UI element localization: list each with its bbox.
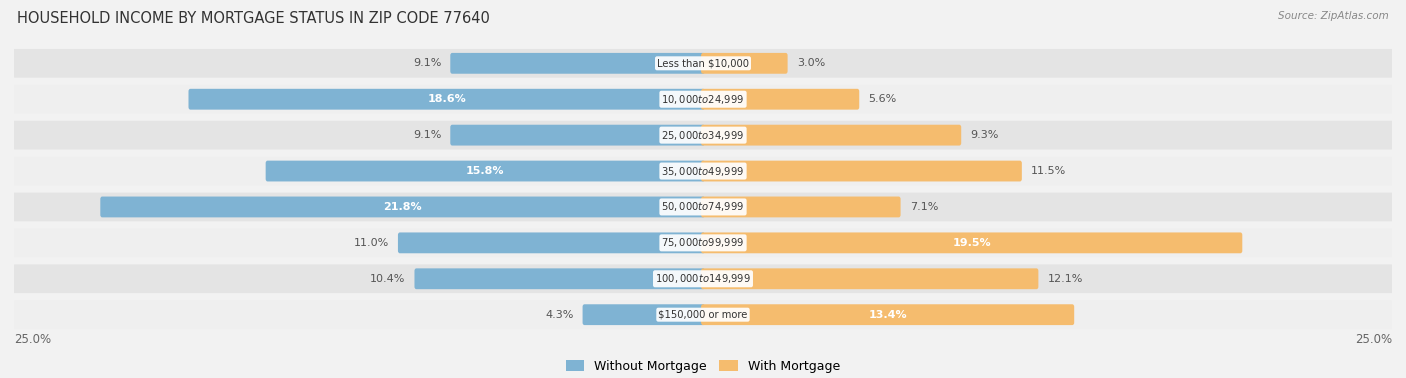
FancyBboxPatch shape xyxy=(702,197,901,217)
FancyBboxPatch shape xyxy=(702,125,962,146)
FancyBboxPatch shape xyxy=(702,161,1022,181)
Text: 21.8%: 21.8% xyxy=(384,202,422,212)
Text: $50,000 to $74,999: $50,000 to $74,999 xyxy=(661,200,745,214)
Text: $25,000 to $34,999: $25,000 to $34,999 xyxy=(661,129,745,142)
FancyBboxPatch shape xyxy=(702,89,859,110)
Text: 9.1%: 9.1% xyxy=(413,130,441,140)
FancyBboxPatch shape xyxy=(14,228,1392,257)
FancyBboxPatch shape xyxy=(415,268,704,289)
FancyBboxPatch shape xyxy=(14,85,1392,113)
Legend: Without Mortgage, With Mortgage: Without Mortgage, With Mortgage xyxy=(561,355,845,378)
Text: 12.1%: 12.1% xyxy=(1047,274,1083,284)
Text: Less than $10,000: Less than $10,000 xyxy=(657,58,749,68)
Text: 15.8%: 15.8% xyxy=(465,166,505,176)
FancyBboxPatch shape xyxy=(14,192,1392,221)
Text: 10.4%: 10.4% xyxy=(370,274,405,284)
FancyBboxPatch shape xyxy=(100,197,704,217)
FancyBboxPatch shape xyxy=(582,304,704,325)
Text: $35,000 to $49,999: $35,000 to $49,999 xyxy=(661,164,745,178)
FancyBboxPatch shape xyxy=(14,300,1392,329)
Text: $150,000 or more: $150,000 or more xyxy=(658,310,748,320)
FancyBboxPatch shape xyxy=(450,125,704,146)
Text: 25.0%: 25.0% xyxy=(1355,333,1392,345)
FancyBboxPatch shape xyxy=(14,156,1392,186)
FancyBboxPatch shape xyxy=(14,49,1392,78)
Text: 25.0%: 25.0% xyxy=(14,333,51,345)
Text: $75,000 to $99,999: $75,000 to $99,999 xyxy=(661,236,745,249)
FancyBboxPatch shape xyxy=(398,232,704,253)
Text: 18.6%: 18.6% xyxy=(427,94,467,104)
Text: 19.5%: 19.5% xyxy=(952,238,991,248)
Text: 7.1%: 7.1% xyxy=(910,202,938,212)
FancyBboxPatch shape xyxy=(266,161,704,181)
Text: 3.0%: 3.0% xyxy=(797,58,825,68)
FancyBboxPatch shape xyxy=(450,53,704,74)
FancyBboxPatch shape xyxy=(14,265,1392,293)
Text: 9.3%: 9.3% xyxy=(970,130,998,140)
Text: $10,000 to $24,999: $10,000 to $24,999 xyxy=(661,93,745,106)
Text: 9.1%: 9.1% xyxy=(413,58,441,68)
FancyBboxPatch shape xyxy=(702,53,787,74)
FancyBboxPatch shape xyxy=(14,121,1392,150)
Text: 11.0%: 11.0% xyxy=(353,238,389,248)
Text: 13.4%: 13.4% xyxy=(869,310,907,320)
Text: 5.6%: 5.6% xyxy=(869,94,897,104)
FancyBboxPatch shape xyxy=(188,89,704,110)
Text: $100,000 to $149,999: $100,000 to $149,999 xyxy=(655,272,751,285)
Text: Source: ZipAtlas.com: Source: ZipAtlas.com xyxy=(1278,11,1389,21)
Text: 4.3%: 4.3% xyxy=(546,310,574,320)
FancyBboxPatch shape xyxy=(702,232,1243,253)
Text: HOUSEHOLD INCOME BY MORTGAGE STATUS IN ZIP CODE 77640: HOUSEHOLD INCOME BY MORTGAGE STATUS IN Z… xyxy=(17,11,489,26)
Text: 11.5%: 11.5% xyxy=(1031,166,1066,176)
FancyBboxPatch shape xyxy=(702,304,1074,325)
FancyBboxPatch shape xyxy=(702,268,1039,289)
